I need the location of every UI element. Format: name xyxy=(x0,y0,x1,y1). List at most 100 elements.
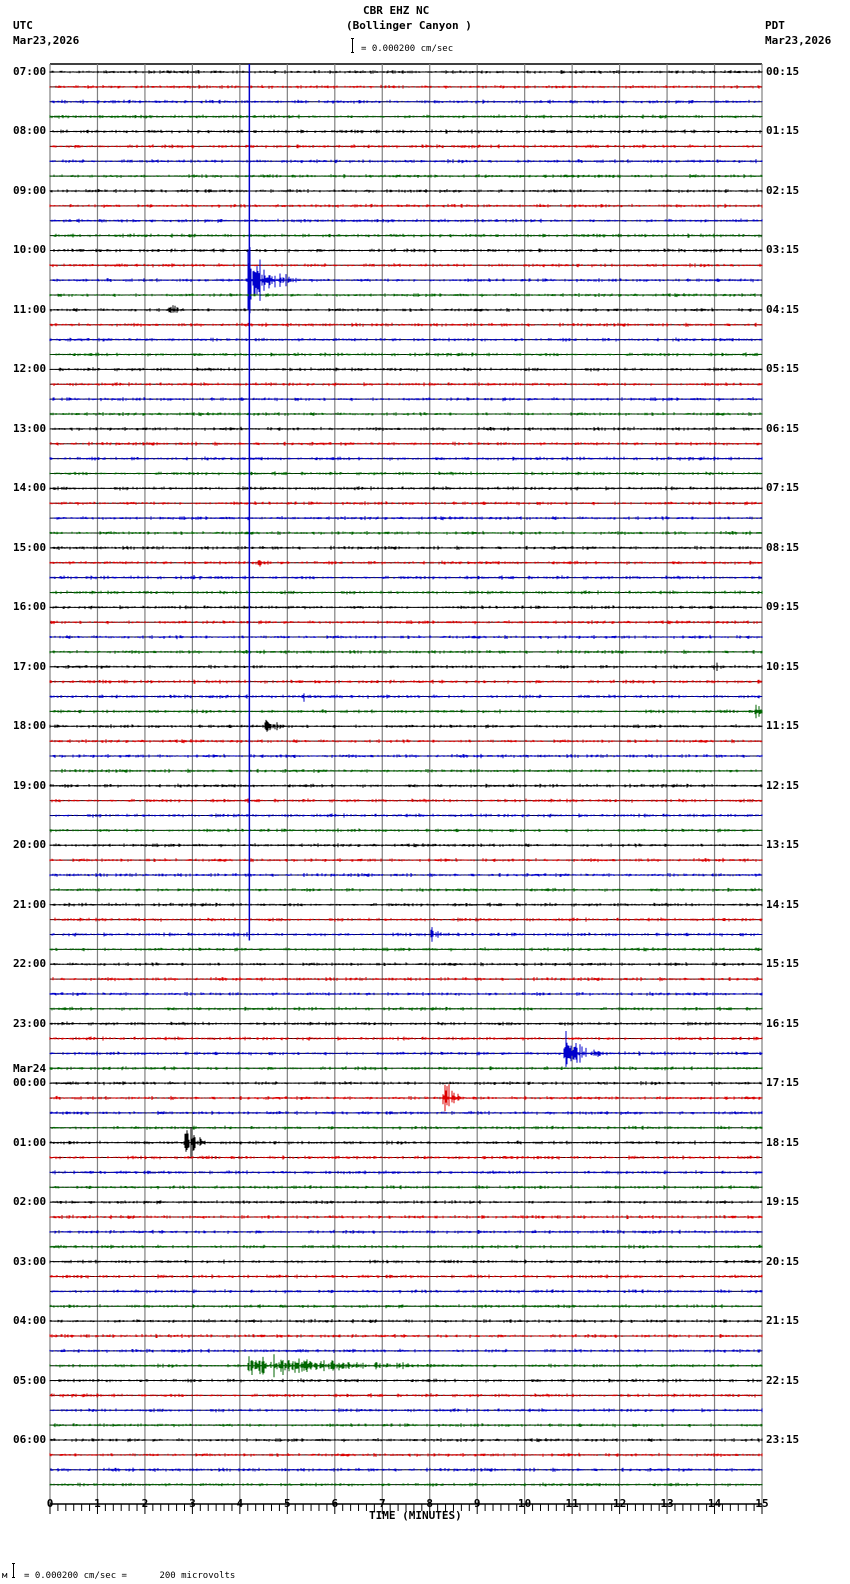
utc-hour-label: 16:00 xyxy=(13,600,47,614)
pdt-hour-label: 01:15 xyxy=(766,124,800,138)
seismic-trace xyxy=(49,218,763,223)
pdt-hour-label: 03:15 xyxy=(766,243,800,257)
pdt-hour-label: 10:15 xyxy=(766,659,800,673)
scale-text: = 0.000200 cm/sec xyxy=(361,44,454,54)
pdt-hour-label: 02:15 xyxy=(766,183,800,197)
seismic-trace xyxy=(49,1304,763,1309)
seismic-trace xyxy=(49,662,763,671)
x-tick-label: 14 xyxy=(707,1497,722,1510)
pdt-hour-label: 08:15 xyxy=(766,540,800,554)
x-tick-label: 12 xyxy=(612,1497,627,1510)
pdt-hour-label: 12:15 xyxy=(766,778,800,792)
seismic-trace xyxy=(49,1259,763,1264)
right-timezone: PDT xyxy=(765,19,785,32)
utc-hour-label: 19:00 xyxy=(13,778,47,792)
seismic-trace xyxy=(49,129,763,134)
seismic-trace xyxy=(49,783,763,788)
seismic-trace xyxy=(49,84,763,89)
seismic-trace xyxy=(49,1084,763,1112)
footer-scale-text: = 0.000200 cm/sec = 200 microvolts xyxy=(24,1571,236,1581)
seismic-trace xyxy=(49,293,763,298)
x-tick-label: 10 xyxy=(518,1497,532,1510)
seismic-trace xyxy=(49,634,763,640)
left-timezone: UTC xyxy=(13,19,33,32)
seismic-trace xyxy=(49,828,763,833)
seismic-trace xyxy=(49,1467,763,1472)
seismic-trace xyxy=(49,1066,763,1071)
pdt-hour-label: 14:15 xyxy=(766,897,800,911)
seismic-trace xyxy=(49,1021,763,1026)
seismic-trace xyxy=(49,1393,763,1398)
seismic-trace xyxy=(49,1482,763,1487)
seismic-trace xyxy=(49,857,763,863)
seismic-trace xyxy=(49,456,763,461)
seismic-trace xyxy=(49,902,763,907)
seismic-trace xyxy=(49,247,763,314)
seismic-trace xyxy=(49,768,763,773)
seismic-trace xyxy=(49,530,763,536)
seismic-trace xyxy=(49,1031,763,1067)
seismic-trace xyxy=(49,1274,763,1279)
pdt-hour-label: 05:15 xyxy=(766,362,800,376)
utc-hour-label: 21:00 xyxy=(13,897,47,911)
seismic-trace xyxy=(49,159,763,164)
pdt-hour-label: 17:15 xyxy=(766,1076,800,1090)
utc-hour-label: 05:00 xyxy=(13,1373,47,1387)
seismic-trace xyxy=(49,872,763,878)
seismic-trace xyxy=(49,114,763,119)
utc-hour-label: 06:00 xyxy=(13,1433,47,1447)
seismic-trace xyxy=(49,203,763,208)
seismic-trace xyxy=(49,1354,763,1378)
seismic-trace xyxy=(49,649,763,655)
seismic-trace xyxy=(50,962,763,967)
pdt-hour-label: 23:15 xyxy=(766,1433,800,1447)
seismic-trace xyxy=(49,1378,763,1383)
seismic-trace xyxy=(49,486,763,491)
pdt-hour-label: 19:15 xyxy=(766,1195,800,1209)
seismic-trace xyxy=(49,322,763,327)
seismic-trace xyxy=(49,382,763,387)
utc-date-label: Mar24 xyxy=(13,1062,47,1076)
pdt-hour-label: 09:15 xyxy=(766,600,800,614)
seismic-trace xyxy=(49,575,763,580)
pdt-hour-label: 20:15 xyxy=(766,1254,800,1268)
seismic-trace xyxy=(49,144,763,149)
footer-scale-bar-icon xyxy=(12,1563,15,1578)
seismic-trace xyxy=(49,927,763,942)
seismic-trace xyxy=(49,471,763,476)
seismic-trace xyxy=(49,1155,763,1160)
seismic-trace xyxy=(49,1200,763,1205)
x-tick-label: 9 xyxy=(473,1497,481,1510)
utc-hour-label: 10:00 xyxy=(13,243,47,257)
utc-hour-label: 12:00 xyxy=(13,362,47,376)
seismic-trace xyxy=(49,412,763,417)
pdt-hour-label: 04:15 xyxy=(766,302,800,316)
pdt-hour-label: 21:15 xyxy=(766,1314,800,1328)
seismic-trace xyxy=(49,1318,763,1324)
seismic-trace xyxy=(49,843,763,848)
utc-hour-label: 09:00 xyxy=(13,183,47,197)
seismic-trace xyxy=(49,1423,763,1428)
seismic-trace xyxy=(49,305,763,313)
seismic-trace xyxy=(49,1333,763,1338)
utc-hour-label: 07:00 xyxy=(13,65,47,78)
seismic-trace xyxy=(49,1127,763,1159)
x-tick-label: 11 xyxy=(565,1497,579,1510)
seismic-trace xyxy=(49,501,763,506)
utc-hour-label: 18:00 xyxy=(13,719,47,733)
footer-prefix: м xyxy=(2,1571,8,1581)
seismic-trace xyxy=(49,1244,763,1249)
utc-hour-label: 00:00 xyxy=(13,1076,47,1090)
seismic-trace xyxy=(49,545,763,550)
utc-hour-label: 11:00 xyxy=(13,302,47,316)
pdt-hour-label: 18:15 xyxy=(766,1135,800,1149)
seismic-trace xyxy=(49,99,763,104)
pdt-hour-label: 16:15 xyxy=(766,1016,800,1030)
seismic-trace xyxy=(49,590,763,595)
seismic-trace xyxy=(49,704,763,719)
utc-hour-label: 15:00 xyxy=(13,540,47,554)
x-tick-label: 7 xyxy=(378,1497,386,1510)
seismic-trace xyxy=(49,1438,763,1443)
seismic-trace xyxy=(49,1185,763,1190)
seismic-trace xyxy=(49,813,763,818)
